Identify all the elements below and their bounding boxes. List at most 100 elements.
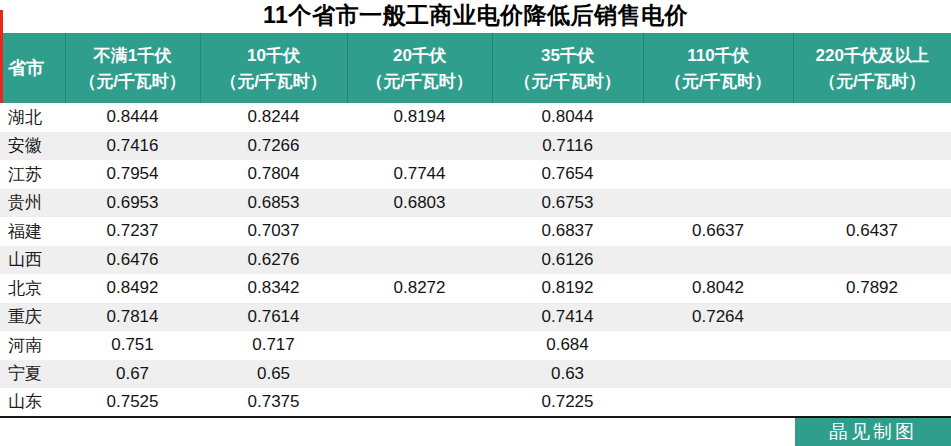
col-header-label: 10千伏 — [201, 42, 347, 69]
col-header-35kv: 35千伏 （元/千瓦时） — [492, 33, 643, 103]
table-row: 湖北 0.8444 0.8244 0.8194 0.8044 — [0, 103, 951, 132]
price-cell: 0.8042 — [643, 274, 793, 303]
table-row: 江苏 0.7954 0.7804 0.7744 0.7654 — [0, 160, 951, 189]
price-cell — [793, 303, 951, 332]
price-cell: 0.7814 — [65, 303, 200, 332]
table-row: 安徽 0.7416 0.7266 0.7116 — [0, 132, 951, 161]
price-cell — [643, 388, 793, 417]
red-marker-line — [0, 10, 3, 103]
province-cell: 湖北 — [0, 103, 65, 132]
price-cell: 0.8194 — [347, 103, 492, 132]
price-cell — [793, 360, 951, 389]
price-cell: 0.8342 — [200, 274, 347, 303]
province-cell: 宁夏 — [0, 360, 65, 389]
price-cell: 0.63 — [492, 360, 643, 389]
price-cell: 0.6476 — [65, 246, 200, 275]
header-row: 省市 不满1千伏 （元/千瓦时） 10千伏 （元/千瓦时） 20千伏 （元/千瓦… — [0, 33, 951, 103]
price-cell — [643, 189, 793, 218]
credit-badge: 晶见制图 — [795, 418, 951, 446]
price-cell — [643, 103, 793, 132]
price-cell — [347, 246, 492, 275]
col-header-label: 20千伏 — [348, 42, 492, 69]
table-row: 山西 0.6476 0.6276 0.6126 — [0, 246, 951, 275]
price-cell: 0.7804 — [200, 160, 347, 189]
price-cell — [793, 246, 951, 275]
price-cell: 0.7614 — [200, 303, 347, 332]
price-cell: 0.67 — [65, 360, 200, 389]
infographic: 11个省市一般工商业电价降低后销售电价 省市 不满1千伏 （元/千瓦时） 10千… — [0, 0, 951, 446]
price-cell: 0.751 — [65, 331, 200, 360]
table-row: 贵州 0.6953 0.6853 0.6803 0.6753 — [0, 189, 951, 218]
col-header-label: 220千伏及以上 — [794, 42, 951, 69]
col-header-220kv: 220千伏及以上 （元/千瓦时） — [793, 33, 951, 103]
col-header-province: 省市 — [0, 33, 65, 103]
price-cell: 0.8272 — [347, 274, 492, 303]
price-cell: 0.7116 — [492, 132, 643, 161]
price-cell — [793, 388, 951, 417]
col-header-20kv: 20千伏 （元/千瓦时） — [347, 33, 492, 103]
table-row: 宁夏 0.67 0.65 0.63 — [0, 360, 951, 389]
price-cell — [643, 331, 793, 360]
page-title: 11个省市一般工商业电价降低后销售电价 — [0, 0, 951, 33]
province-cell: 江苏 — [0, 160, 65, 189]
price-cell: 0.7416 — [65, 132, 200, 161]
price-cell — [643, 360, 793, 389]
price-cell: 0.7225 — [492, 388, 643, 417]
price-cell — [347, 360, 492, 389]
price-cell: 0.7266 — [200, 132, 347, 161]
price-cell: 0.8192 — [492, 274, 643, 303]
table-row: 重庆 0.7814 0.7614 0.7414 0.7264 — [0, 303, 951, 332]
price-table: 省市 不满1千伏 （元/千瓦时） 10千伏 （元/千瓦时） 20千伏 （元/千瓦… — [0, 33, 951, 418]
price-cell: 0.7954 — [65, 160, 200, 189]
col-header-unit: （元/千瓦时） — [348, 69, 492, 95]
price-cell — [347, 132, 492, 161]
price-cell — [643, 246, 793, 275]
price-cell — [347, 388, 492, 417]
province-cell: 河南 — [0, 331, 65, 360]
price-cell: 0.6637 — [643, 217, 793, 246]
price-cell: 0.7037 — [200, 217, 347, 246]
price-cell — [643, 132, 793, 161]
price-cell: 0.6437 — [793, 217, 951, 246]
price-cell — [793, 160, 951, 189]
province-cell: 贵州 — [0, 189, 65, 218]
province-cell: 安徽 — [0, 132, 65, 161]
price-cell — [347, 331, 492, 360]
col-header-label: 35千伏 — [493, 42, 643, 69]
table-row: 福建 0.7237 0.7037 0.6837 0.6637 0.6437 — [0, 217, 951, 246]
price-cell: 0.8444 — [65, 103, 200, 132]
price-cell — [643, 160, 793, 189]
table-row: 山东 0.7525 0.7375 0.7225 — [0, 388, 951, 417]
price-cell: 0.6837 — [492, 217, 643, 246]
price-cell — [347, 217, 492, 246]
col-header-lt1kv: 不满1千伏 （元/千瓦时） — [65, 33, 200, 103]
price-cell: 0.7264 — [643, 303, 793, 332]
col-header-unit: （元/千瓦时） — [794, 69, 951, 95]
col-header-110kv: 110千伏 （元/千瓦时） — [643, 33, 793, 103]
price-cell: 0.6953 — [65, 189, 200, 218]
price-cell: 0.684 — [492, 331, 643, 360]
table-row: 北京 0.8492 0.8342 0.8272 0.8192 0.8042 0.… — [0, 274, 951, 303]
table-row: 河南 0.751 0.717 0.684 — [0, 331, 951, 360]
price-cell: 0.7414 — [492, 303, 643, 332]
price-cell — [793, 103, 951, 132]
price-cell — [793, 331, 951, 360]
col-header-label: 不满1千伏 — [66, 42, 200, 69]
price-cell: 0.7237 — [65, 217, 200, 246]
price-cell — [347, 303, 492, 332]
price-cell: 0.7375 — [200, 388, 347, 417]
price-cell: 0.8492 — [65, 274, 200, 303]
price-cell: 0.8044 — [492, 103, 643, 132]
col-header-unit: （元/千瓦时） — [66, 69, 200, 95]
price-cell: 0.6853 — [200, 189, 347, 218]
province-cell: 山西 — [0, 246, 65, 275]
col-header-unit: （元/千瓦时） — [644, 69, 793, 95]
price-cell: 0.8244 — [200, 103, 347, 132]
price-cell: 0.7654 — [492, 160, 643, 189]
price-cell: 0.6803 — [347, 189, 492, 218]
price-cell: 0.7525 — [65, 388, 200, 417]
col-header-10kv: 10千伏 （元/千瓦时） — [200, 33, 347, 103]
price-cell — [793, 189, 951, 218]
province-cell: 福建 — [0, 217, 65, 246]
price-cell: 0.6276 — [200, 246, 347, 275]
